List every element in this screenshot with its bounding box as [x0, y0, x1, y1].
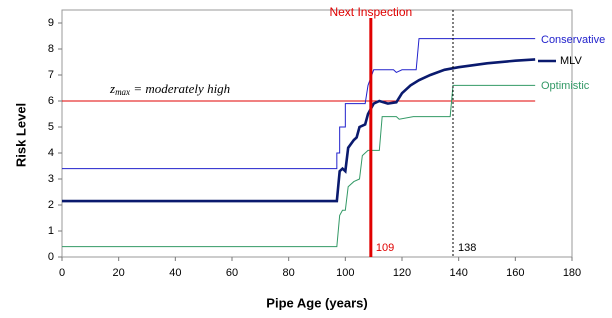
x-tick-label: 160	[506, 267, 524, 279]
legend-label: Optimistic	[541, 80, 590, 92]
x-tick-label: 80	[283, 267, 295, 279]
vertical-line-value: 109	[376, 242, 394, 254]
series-line	[62, 84, 536, 248]
threshold-label-base: z	[109, 81, 115, 96]
y-axis-title: Risk Level	[13, 103, 28, 167]
threshold-label: zmax = moderately high	[109, 81, 230, 97]
series-line	[62, 38, 536, 170]
y-tick-label: 8	[48, 43, 54, 55]
x-tick-label: 180	[563, 267, 581, 279]
y-tick-label: 0	[48, 251, 54, 263]
plot-frame	[61, 9, 573, 258]
x-tick-label: 40	[169, 267, 181, 279]
y-tick-label: 5	[48, 121, 54, 133]
x-tick-label: 140	[449, 267, 467, 279]
legend-label: Conservative	[541, 34, 605, 46]
vertical-line-value: 138	[458, 242, 476, 254]
y-tick-label: 1	[48, 225, 54, 237]
y-tick-label: 9	[48, 17, 54, 29]
x-axis-title: Pipe Age (years)	[266, 295, 367, 310]
series-line	[62, 58, 536, 203]
x-tick-label: 20	[113, 267, 125, 279]
y-tick-label: 3	[48, 173, 54, 185]
y-tick-label: 6	[48, 95, 54, 107]
y-tick-label: 4	[48, 147, 54, 159]
y-tick-label: 7	[48, 69, 54, 81]
vertical-line-title: Next Inspection	[329, 5, 412, 19]
x-tick-label: 100	[336, 267, 354, 279]
x-tick-label: 60	[226, 267, 238, 279]
legend-label: MLV	[560, 55, 582, 67]
x-tick-label: 120	[393, 267, 411, 279]
threshold-label-rest: = moderately high	[130, 81, 230, 96]
threshold-label-sub: max	[115, 87, 130, 97]
y-tick-label: 2	[48, 199, 54, 211]
x-tick-label: 0	[59, 267, 65, 279]
